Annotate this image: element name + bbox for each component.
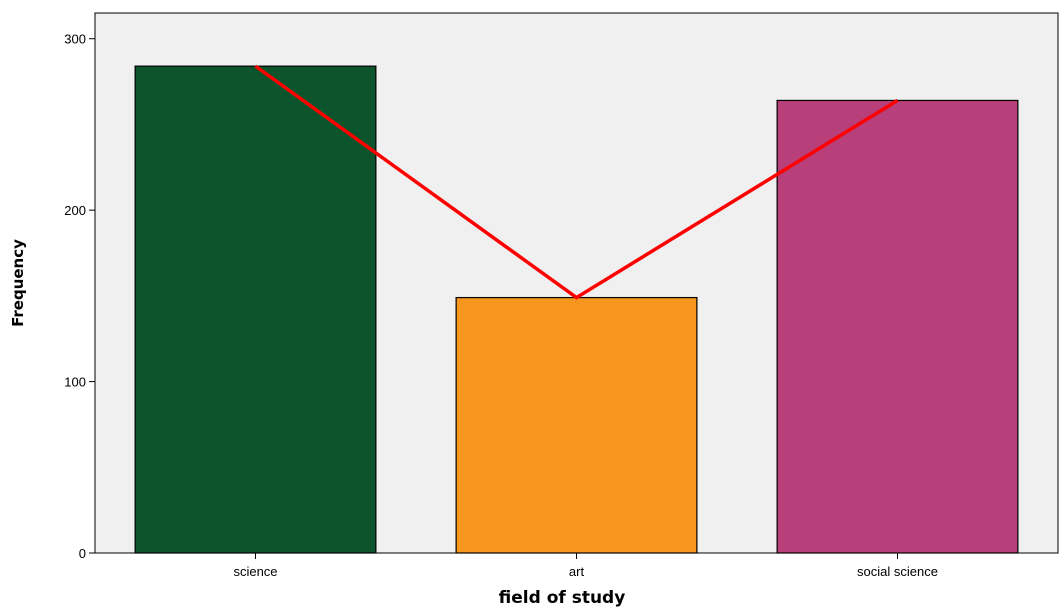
frequency-line — [254, 64, 899, 300]
line-overlay-group — [254, 64, 899, 300]
y-tick-label: 100 — [64, 375, 86, 390]
y-axis-title: Frequency — [9, 239, 27, 327]
bar-art — [455, 296, 698, 554]
y-tick-label: 200 — [64, 203, 86, 218]
x-axis-title: field of study — [499, 588, 626, 608]
y-tick-label: 0 — [79, 546, 86, 561]
y-tick-label: 300 — [64, 32, 86, 47]
bar-group — [134, 65, 1019, 554]
x-tick-label-social-science: social science — [857, 564, 938, 579]
x-tick-label-art: art — [569, 564, 585, 579]
x-axis: science art social science — [233, 553, 938, 579]
y-axis: 0 100 200 300 — [64, 32, 95, 561]
bar-social-science — [776, 99, 1019, 554]
x-tick-label-science: science — [233, 564, 277, 579]
bar-science — [134, 65, 377, 554]
